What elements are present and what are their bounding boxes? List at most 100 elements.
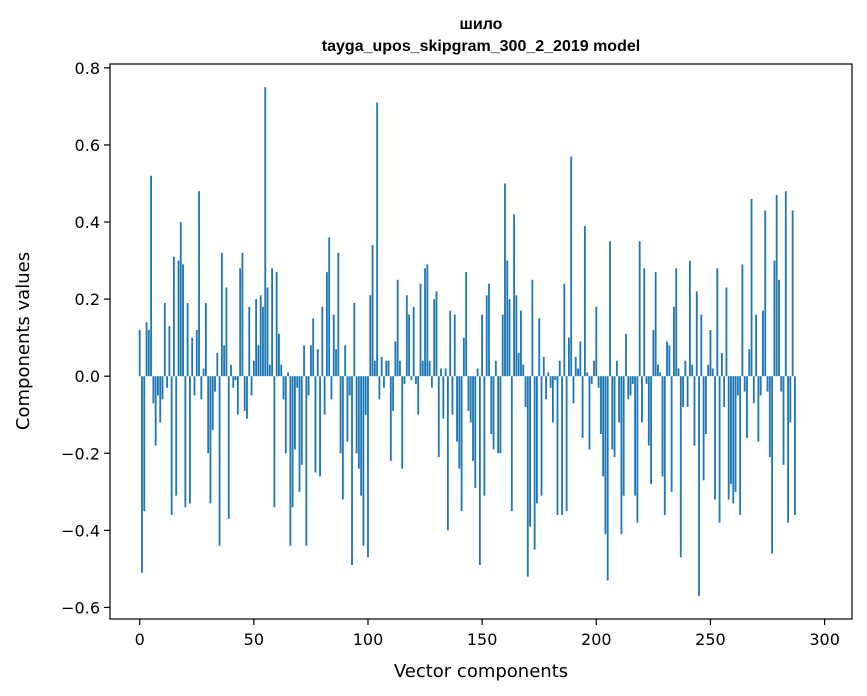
bar-192: [577, 368, 579, 377]
bar-233: [670, 376, 673, 492]
bar-184: [558, 360, 561, 377]
bar-211: [620, 376, 623, 535]
bar-73: [305, 376, 308, 546]
bar-22: [188, 376, 191, 504]
bar-33: [214, 376, 216, 392]
bar-258: [727, 376, 730, 500]
bar-278: [773, 260, 776, 377]
x-tick-label: 50: [244, 630, 264, 649]
bar-209: [615, 360, 618, 377]
bar-156: [494, 360, 497, 377]
bar-259: [730, 376, 732, 485]
bar-132: [440, 368, 442, 377]
bar-63: [282, 376, 285, 400]
x-tick-label: 200: [581, 630, 612, 649]
bar-134: [444, 368, 447, 377]
bar-8: [157, 376, 159, 396]
bar-287: [794, 376, 796, 515]
bar-270: [755, 314, 758, 377]
bar-161: [506, 260, 509, 377]
bar-136: [449, 310, 452, 377]
bar-7: [154, 376, 157, 446]
bar-105: [378, 376, 381, 400]
bar-228: [659, 372, 662, 377]
bar-56: [266, 287, 269, 377]
bar-25: [195, 329, 198, 377]
x-tick-label: 0: [135, 630, 145, 649]
bar-77: [314, 376, 317, 473]
bar-168: [522, 364, 525, 377]
bar-203: [602, 376, 605, 477]
bar-47: [246, 376, 248, 419]
bar-208: [613, 376, 616, 458]
bar-262: [736, 376, 739, 396]
bar-84: [330, 376, 333, 400]
bar-267: [748, 349, 751, 377]
bar-174: [536, 376, 538, 504]
bar-32: [211, 376, 214, 431]
bar-81: [323, 376, 326, 415]
bar-207: [611, 376, 614, 450]
bar-39: [227, 376, 230, 519]
bar-26: [198, 191, 200, 377]
x-tick-label: 250: [695, 630, 726, 649]
bar-221: [643, 268, 646, 377]
bar-83: [328, 237, 331, 377]
bar-28: [202, 368, 205, 377]
bar-255: [720, 353, 723, 377]
bar-35: [218, 376, 221, 546]
bar-101: [369, 295, 372, 377]
bar-143: [465, 272, 468, 377]
bar-109: [387, 360, 390, 377]
bar-65: [287, 372, 289, 377]
bar-216: [631, 376, 634, 384]
bar-239: [684, 360, 687, 377]
y-tick-label: 0.2: [75, 290, 100, 309]
bar-42: [234, 376, 237, 381]
bar-123: [419, 283, 422, 377]
bar-52: [257, 345, 260, 377]
bar-58: [271, 268, 274, 377]
bar-243: [693, 376, 696, 446]
bar-197: [588, 376, 591, 450]
bar-57: [268, 364, 271, 377]
bar-106: [380, 356, 383, 377]
bar-244: [695, 291, 698, 377]
x-tick-label: 100: [353, 630, 384, 649]
bar-118: [408, 314, 410, 377]
bar-220: [641, 376, 643, 423]
bar-280: [778, 279, 780, 377]
bar-146: [472, 376, 474, 461]
bar-23: [191, 337, 194, 377]
bar-89: [341, 376, 344, 500]
bar-191: [574, 356, 577, 377]
bars-group: [138, 87, 796, 596]
bar-159: [501, 314, 504, 377]
bar-202: [599, 376, 602, 434]
bar-266: [746, 376, 748, 438]
bar-91: [346, 376, 349, 442]
bar-49: [250, 376, 253, 396]
bar-59: [273, 376, 276, 508]
bar-273: [762, 310, 764, 377]
bar-282: [782, 376, 785, 465]
bar-85: [332, 314, 335, 377]
bar-250: [709, 329, 712, 377]
bar-154: [490, 376, 493, 434]
bar-225: [652, 329, 655, 377]
bar-173: [533, 376, 536, 550]
bar-43: [236, 376, 239, 415]
bar-230: [663, 376, 666, 515]
bar-139: [456, 376, 458, 442]
bar-235: [675, 268, 678, 377]
bar-62: [280, 364, 283, 377]
bar-88: [339, 376, 342, 454]
bar-117: [405, 295, 408, 377]
bar-214: [627, 376, 630, 400]
bar-162: [508, 299, 511, 377]
bar-271: [757, 376, 760, 442]
bar-97: [360, 376, 363, 496]
bar-64: [284, 376, 287, 454]
bar-276: [768, 376, 771, 458]
bar-251: [711, 368, 714, 377]
